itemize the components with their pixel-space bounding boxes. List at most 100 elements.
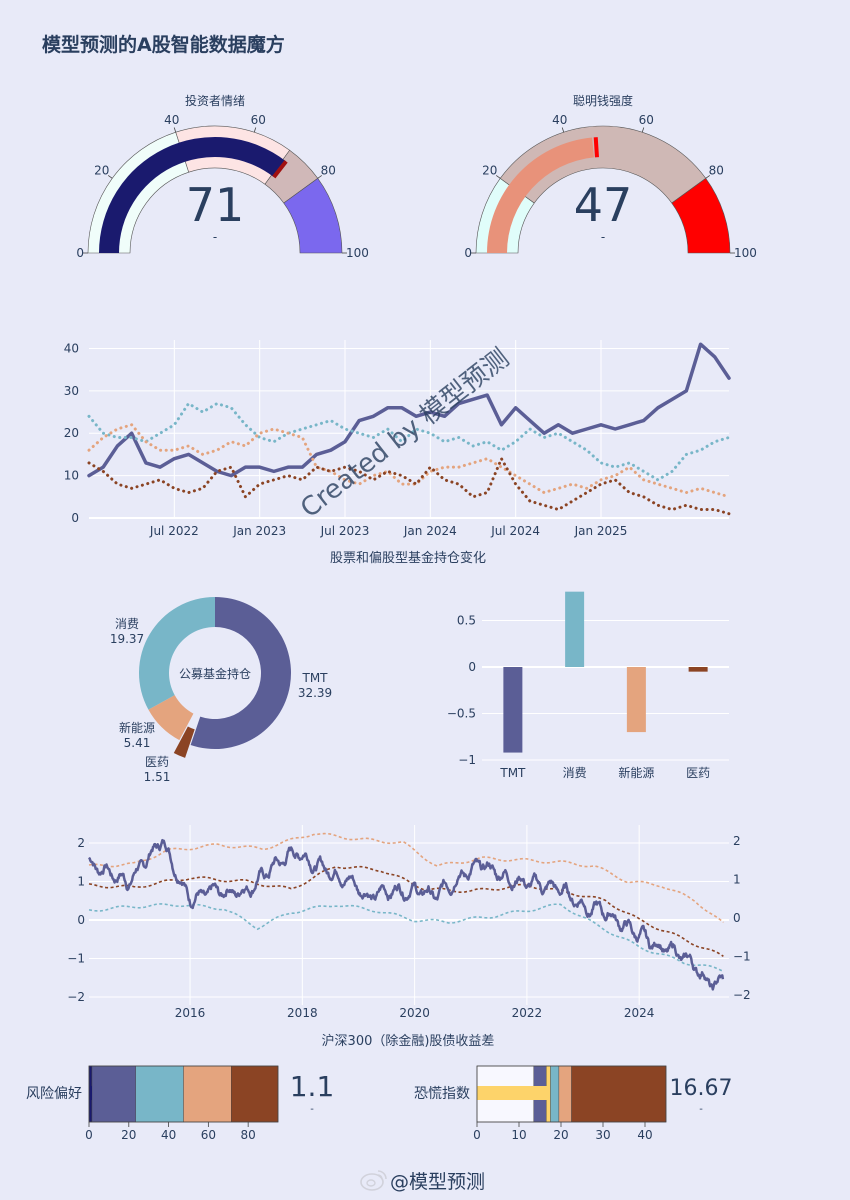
bar-1 bbox=[565, 591, 585, 667]
gauge-tick bbox=[253, 127, 257, 133]
bullet-step-3 bbox=[550, 1065, 560, 1123]
spread-y-tick-left: −1 bbox=[67, 952, 85, 966]
spread-x-tick: 2018 bbox=[287, 1006, 318, 1020]
spread-y-tick-right: −2 bbox=[733, 988, 751, 1002]
donut-value: 1.51 bbox=[144, 770, 171, 784]
bullet-tick-label: 0 bbox=[85, 1128, 93, 1142]
bar-y-tick: 0 bbox=[468, 660, 476, 674]
bullet-value: 1.1 bbox=[290, 1070, 335, 1103]
donut-label: TMT bbox=[301, 671, 328, 685]
bar-category-label: TMT bbox=[499, 766, 526, 780]
holdings-series-3 bbox=[87, 457, 731, 516]
bar-0 bbox=[503, 667, 523, 753]
gauge-tick-label: 60 bbox=[639, 113, 654, 127]
holdings-line-chart: 0 10 20 30 40 Jul 2022 Jan 2023 Jul 2023 Jan 202… bbox=[64, 340, 731, 566]
holdings-x-tick: Jan 2023 bbox=[232, 524, 286, 538]
bullet-step-1 bbox=[91, 1065, 136, 1123]
bullet-step-2 bbox=[135, 1065, 184, 1123]
bar-category-label: 医药 bbox=[686, 766, 710, 780]
bullet-value: 16.67 bbox=[670, 1076, 733, 1101]
bullet-tick-label: 60 bbox=[201, 1128, 216, 1142]
gauge-smart-money: 0 20 40 60 80 100 聪明钱强度 47- bbox=[464, 93, 757, 260]
donut-label: 新能源 bbox=[119, 720, 155, 735]
gauge-step-1 bbox=[499, 125, 707, 204]
spread-band-mid bbox=[88, 865, 724, 957]
gauge-tick-label: 60 bbox=[251, 113, 266, 127]
holdings-x-tick: Jul 2023 bbox=[320, 524, 370, 538]
bar-y-tick: 0.5 bbox=[457, 614, 476, 628]
spread-x-tick: 2022 bbox=[512, 1006, 543, 1020]
gauge-tick-label: 40 bbox=[552, 113, 567, 127]
bullet-value-bar bbox=[89, 1086, 92, 1100]
donut-center-label: 公募基金持仓 bbox=[179, 666, 251, 681]
bullet-tick-label: 40 bbox=[161, 1128, 176, 1142]
donut-slice-0 bbox=[190, 597, 292, 749]
bullet-tick-label: 80 bbox=[241, 1128, 256, 1142]
bar-y-tick: −0.5 bbox=[447, 707, 476, 721]
bullet-step-3 bbox=[183, 1065, 232, 1123]
gauge-tick bbox=[173, 127, 177, 133]
gauge-title: 投资者情绪 bbox=[185, 93, 245, 108]
gauge-value-bar bbox=[99, 137, 287, 253]
gauge-tick-label: 40 bbox=[164, 113, 179, 127]
holdings-x-tick: Jul 2022 bbox=[149, 524, 199, 538]
gauge-delta: - bbox=[213, 230, 217, 244]
weibo-handle: @模型预测 bbox=[390, 1171, 485, 1193]
donut-label: 消费 bbox=[115, 617, 139, 631]
gauge-threshold bbox=[593, 137, 599, 158]
holdings-series-2 bbox=[87, 423, 731, 499]
spread-y-tick-right: 0 bbox=[733, 911, 741, 925]
holdings-x-tick: Jan 2024 bbox=[403, 524, 457, 538]
bullet-frame bbox=[88, 1065, 279, 1123]
gauge-value: 71 bbox=[186, 178, 245, 232]
bullet-tick-label: 30 bbox=[595, 1128, 610, 1142]
spread-y-tick-left: 0 bbox=[77, 913, 85, 927]
bullet-step-4 bbox=[558, 1065, 572, 1123]
weibo-watermark: @模型预测 bbox=[360, 1170, 485, 1193]
bullet-label: 风险偏好 bbox=[26, 1086, 82, 1102]
gauge-tick-label: 20 bbox=[482, 164, 497, 178]
donut-value: 32.39 bbox=[298, 686, 332, 700]
bar-y-tick: −1 bbox=[458, 753, 476, 767]
gauge-tick-label: 80 bbox=[321, 164, 336, 178]
bullet-tick-label: 0 bbox=[473, 1128, 481, 1142]
bullet-step-5 bbox=[571, 1065, 667, 1123]
holdings-y-tick: 0 bbox=[71, 511, 79, 525]
gauge-title: 聪明钱强度 bbox=[573, 93, 633, 108]
risk-appetite-bullet: 0 20 40 60 80 风险偏好 1.1- bbox=[26, 1065, 335, 1142]
bar-2 bbox=[626, 667, 646, 733]
gauge-tick-label: 20 bbox=[94, 164, 109, 178]
weibo-logo-icon bbox=[360, 1170, 387, 1191]
gauge-tick-label: 100 bbox=[346, 246, 369, 260]
donut-label: 医药 bbox=[145, 755, 169, 769]
gauge-delta: - bbox=[601, 230, 605, 244]
sector-change-bar-chart: 0.5 0 −0.5 −1 TMT 消费 新能源 医药 bbox=[447, 591, 729, 780]
gauge-value-bar bbox=[487, 137, 594, 253]
donut-slice-2 bbox=[148, 695, 194, 741]
yield-spread-chart: 2 1 0 −1 −2 2 1 0 −1 −2 2016 2018 2020 2022 2024 沪深300（… bbox=[67, 825, 751, 1049]
bullet-delta: - bbox=[699, 1104, 703, 1115]
spread-y-tick-left: 2 bbox=[77, 836, 85, 850]
spread-x-tick: 2016 bbox=[175, 1006, 206, 1020]
spread-main-line bbox=[88, 838, 725, 991]
bullet-label: 恐慌指数 bbox=[414, 1086, 470, 1102]
gauge-tick bbox=[317, 175, 323, 179]
gauge-tick bbox=[107, 175, 113, 179]
holdings-y-tick: 40 bbox=[64, 341, 79, 355]
gauge-tick bbox=[495, 175, 501, 179]
gauge-tick-label: 0 bbox=[464, 246, 472, 260]
gauge-threshold bbox=[272, 160, 288, 179]
gauge-investor-sentiment: 0 20 40 60 80 100 投资者情绪 71- bbox=[76, 93, 369, 260]
bullet-tick-label: 20 bbox=[553, 1128, 568, 1142]
donut-slice-3 bbox=[139, 597, 215, 710]
bullet-value-bar bbox=[477, 1086, 548, 1100]
bar-category-label: 新能源 bbox=[618, 765, 654, 780]
bullet-tick-label: 20 bbox=[121, 1128, 136, 1142]
spread-y-tick-left: 1 bbox=[77, 875, 85, 889]
spread-x-tick: 2020 bbox=[399, 1006, 430, 1020]
bar-3 bbox=[688, 667, 708, 672]
gauge-tick bbox=[561, 127, 565, 133]
gauge-value: 47 bbox=[574, 178, 633, 232]
holdings-y-tick: 20 bbox=[64, 426, 79, 440]
